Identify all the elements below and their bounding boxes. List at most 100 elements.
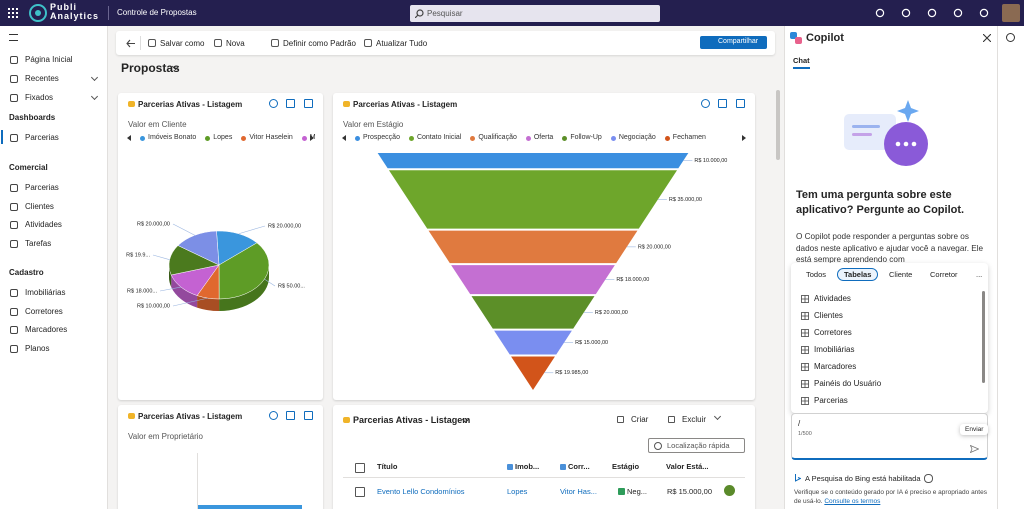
data-label: R$ 10.000,00 [137, 303, 170, 309]
legend-item[interactable]: Vitor Haselein [249, 134, 293, 141]
send-glyph[interactable] [970, 445, 979, 453]
data-label: R$ 20.000,00 [137, 221, 170, 227]
logo-text: Publi [50, 2, 77, 12]
legend-item[interactable]: Fechamen [672, 134, 706, 141]
icon [10, 307, 18, 316]
pie-chart: R$ 20.000,00 R$ 50.00... R$ 10.000,00 R$ 18… [126, 221, 305, 311]
search-icon [415, 9, 424, 18]
card-action[interactable] [286, 99, 295, 108]
more [713, 412, 722, 421]
grid-glyph [801, 380, 809, 388]
nav-item[interactable]: Parcerias [25, 183, 59, 192]
quick-find[interactable]: Localização rápida [648, 438, 745, 453]
card-title: Parcerias Ativas - Listagem [353, 100, 458, 109]
nav-item[interactable]: Recentes [25, 74, 59, 83]
grid-action[interactable]: Excluir [682, 415, 707, 424]
legend-item[interactable]: Negociação [618, 134, 656, 141]
legend-arrow [742, 135, 746, 141]
card-action[interactable] [701, 99, 710, 108]
column-header[interactable]: Corr... [568, 462, 590, 471]
close-glyph[interactable] [983, 34, 991, 42]
funnel-segment [377, 153, 689, 169]
search-box[interactable]: Pesquisar [410, 5, 660, 22]
table-option[interactable]: Painéis do Usuário [814, 379, 882, 388]
legend-item[interactable]: Follow-Up [570, 134, 602, 141]
command[interactable]: Nova [226, 39, 245, 48]
settings-icon[interactable] [924, 474, 933, 483]
data-label: R$ 50.00... [278, 283, 305, 289]
terms-link[interactable]: Consulte os termos [824, 498, 881, 505]
column-header[interactable]: Valor Está... [666, 462, 709, 471]
filter-chip[interactable]: ... [976, 270, 983, 279]
column-icon [507, 464, 513, 470]
legend-swatch [664, 136, 670, 141]
filter-chip[interactable]: Todos [806, 270, 827, 279]
table-option[interactable]: Clientes [814, 311, 843, 320]
legend-item[interactable]: Qualificação [478, 134, 517, 141]
cell[interactable]: Vitor Has... [560, 487, 597, 496]
nav-section-title: Dashboards [9, 113, 56, 122]
nav-item[interactable]: Planos [25, 344, 50, 354]
legend-item[interactable]: Contato Inicial [416, 134, 462, 141]
card-action[interactable] [736, 99, 745, 108]
table-icon [801, 295, 809, 303]
column-header[interactable]: Título [377, 462, 398, 471]
command[interactable]: Atualizar Tudo [376, 39, 428, 48]
legend-item[interactable]: Lopes [213, 134, 233, 141]
filter-chip[interactable]: Cliente [889, 270, 913, 279]
legend-item[interactable]: Imóveis Bonato [148, 134, 197, 141]
nav-item[interactable]: Fixados [25, 93, 54, 102]
table-option[interactable]: Marcadores [814, 362, 857, 371]
nav-item[interactable]: Página Inicial [25, 55, 73, 64]
copilot-logo [790, 32, 802, 44]
checkbox[interactable] [355, 463, 365, 473]
logo [29, 4, 47, 22]
table-option[interactable]: Parcerias [814, 396, 848, 405]
leader-line [152, 254, 170, 261]
disclaimer-text: Verifique se o conteúdo gerado por IA é … [794, 489, 987, 505]
rail-icon[interactable] [1006, 33, 1015, 42]
funnel-segment [494, 330, 572, 355]
filter-chip[interactable]: Tabelas [837, 268, 879, 281]
legend-item[interactable]: Prospecção [363, 134, 400, 141]
command-icon [364, 39, 372, 47]
checkbox[interactable] [355, 487, 365, 497]
dashboard-title[interactable]: Propostas [121, 61, 180, 75]
nav-item[interactable]: Parcerias [25, 133, 59, 142]
legend-swatch [241, 136, 247, 141]
nav-item[interactable]: Marcadores [25, 325, 68, 335]
card-action[interactable] [269, 411, 278, 420]
leader-line [159, 286, 182, 292]
nav-item[interactable]: Tarefas [25, 239, 52, 249]
table-icon [801, 312, 809, 320]
data-label: R$ 18.000,00 [616, 277, 649, 283]
nav-item[interactable]: Imobiliárias [25, 288, 66, 297]
legend-arrow [127, 135, 131, 141]
table-option[interactable]: Imobiliárias [814, 345, 855, 354]
cell[interactable]: Evento Lello Condomínios [377, 487, 465, 496]
command[interactable]: Definir como Padrão [283, 39, 356, 48]
chart-bar [198, 505, 302, 509]
cell[interactable]: Lopes [507, 487, 528, 496]
tab[interactable]: Chat [793, 56, 810, 65]
column-header[interactable]: Estágio [612, 462, 640, 471]
card-action[interactable] [304, 99, 313, 108]
table-option[interactable]: Atividades [814, 294, 851, 303]
filter-chip[interactable]: Corretor [930, 270, 958, 279]
card-action[interactable] [286, 411, 295, 420]
command[interactable]: Salvar como [160, 39, 205, 48]
legend-item[interactable]: Oferta [533, 134, 554, 141]
card-action[interactable] [304, 411, 313, 420]
card-action[interactable] [269, 99, 278, 108]
nav-item[interactable]: Corretores [25, 306, 63, 316]
share-button[interactable]: Compartilhar [700, 36, 767, 49]
table-option[interactable]: Corretores [814, 328, 852, 337]
nav-item[interactable]: Clientes [25, 201, 54, 211]
chat-input[interactable]: / 1/500 [791, 413, 988, 460]
column-header[interactable]: Imob... [515, 462, 540, 471]
card-action[interactable] [718, 99, 727, 108]
grid-action[interactable]: Criar [631, 415, 649, 424]
nav-item[interactable]: Atividades [25, 220, 62, 230]
char-counter: 1/500 [798, 431, 812, 437]
